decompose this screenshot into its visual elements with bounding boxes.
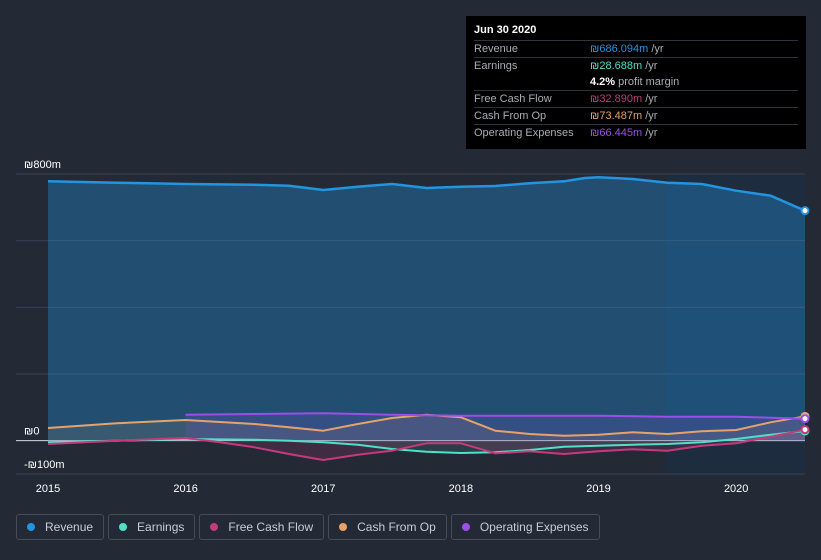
legend-dot-icon	[210, 523, 219, 531]
tooltip-row-suffix: /yr	[642, 93, 658, 105]
revenue-line[interactable]	[47, 176, 806, 212]
series-end-markers	[800, 206, 810, 436]
tooltip-row-suffix: profit margin	[615, 76, 680, 88]
tooltip-row-value: ₪73.487m	[590, 110, 643, 122]
legend: Revenue Earnings Free Cash Flow Cash From O…	[16, 514, 604, 540]
legend-label: Operating Expenses	[479, 520, 589, 534]
operating-expenses-end-marker	[800, 414, 810, 424]
tooltip-row-label: Free Cash Flow	[474, 93, 552, 105]
tooltip-row-value: ₪28.688m	[590, 60, 643, 72]
tooltip-row-label: Operating Expenses	[474, 127, 574, 139]
tooltip-row-suffix: /yr	[642, 127, 658, 139]
revenue-area	[48, 177, 805, 441]
tooltip-row: Earnings ₪28.688m /yr	[474, 57, 798, 74]
tooltip-row: Free Cash Flow ₪32.890m /yr	[474, 90, 798, 107]
tooltip-row-label	[474, 74, 590, 90]
tooltip-row-value: ₪66.445m	[590, 127, 643, 139]
x-tick-label: 2020	[724, 483, 748, 495]
legend-item-cash-from-op[interactable]: Cash From Op	[328, 514, 447, 540]
x-tick-label: 2018	[449, 483, 473, 495]
legend-item-earnings[interactable]: Earnings	[108, 514, 196, 540]
y-tick-label: ₪800m	[24, 159, 61, 171]
tooltip-date: Jun 30 2020	[474, 24, 537, 36]
legend-item-free-cash-flow[interactable]: Free Cash Flow	[199, 514, 325, 540]
legend-label: Earnings	[137, 520, 185, 534]
cash-from-op-line[interactable]	[47, 413, 806, 437]
tooltip-row: Revenue ₪686.094m /yr	[474, 40, 798, 57]
tooltip-row-value: 4.2%	[590, 76, 616, 88]
legend-label: Free Cash Flow	[228, 520, 314, 534]
tooltip-row: 4.2% profit margin	[474, 74, 798, 90]
y-axis-labels: ₪800m ₪0 -₪100m	[24, 159, 65, 471]
tooltip-row-label: Cash From Op	[474, 110, 547, 122]
forecast-shade	[666, 174, 805, 474]
earnings-area	[48, 431, 805, 453]
x-tick-label: 2019	[586, 483, 610, 495]
tooltip-row: Operating Expenses ₪66.445m /yr	[474, 124, 798, 141]
free-cash-flow-line[interactable]	[47, 428, 806, 461]
tooltip-row-suffix: /yr	[642, 60, 658, 72]
tooltip-row-suffix: /yr	[642, 110, 658, 122]
x-tick-label: 2015	[36, 483, 60, 495]
revenue-end-marker	[800, 206, 810, 216]
x-tick-label: 2016	[173, 483, 197, 495]
legend-label: Cash From Op	[357, 520, 436, 534]
legend-dot-icon	[339, 523, 348, 531]
legend-item-operating-expenses[interactable]: Operating Expenses	[450, 514, 600, 540]
tooltip-row-value: ₪686.094m	[590, 43, 649, 55]
series-lines	[47, 176, 806, 461]
operating-expenses-line[interactable]	[185, 412, 806, 420]
free-cash-flow-end-marker	[800, 425, 810, 435]
tooltip-row: Cash From Op ₪73.487m /yr	[474, 107, 798, 124]
tooltip-row-value: ₪32.890m	[590, 93, 643, 105]
legend-label: Revenue	[45, 520, 94, 534]
earnings-line[interactable]	[47, 430, 806, 454]
x-axis-labels: 2015 2016 2017 2018 2019 2020	[36, 483, 749, 495]
tooltip-rows: Revenue ₪686.094m /yr Earnings ₪28.688m /yr…	[474, 40, 798, 141]
tooltip-row-label: Earnings	[474, 60, 518, 72]
legend-dot-icon	[461, 523, 470, 531]
legend-dot-icon	[27, 523, 35, 531]
tooltip-panel: Jun 30 2020 Revenue ₪686.094m /yr Earnings…	[466, 16, 806, 149]
tooltip-row-label: Revenue	[474, 43, 519, 55]
y-tick-label: -₪100m	[24, 459, 65, 471]
y-tick-label: ₪0	[24, 426, 39, 438]
legend-item-revenue[interactable]: Revenue	[16, 514, 105, 540]
legend-dot-icon	[119, 523, 128, 531]
x-tick-label: 2017	[311, 483, 335, 495]
tooltip-row-suffix: /yr	[648, 43, 664, 55]
